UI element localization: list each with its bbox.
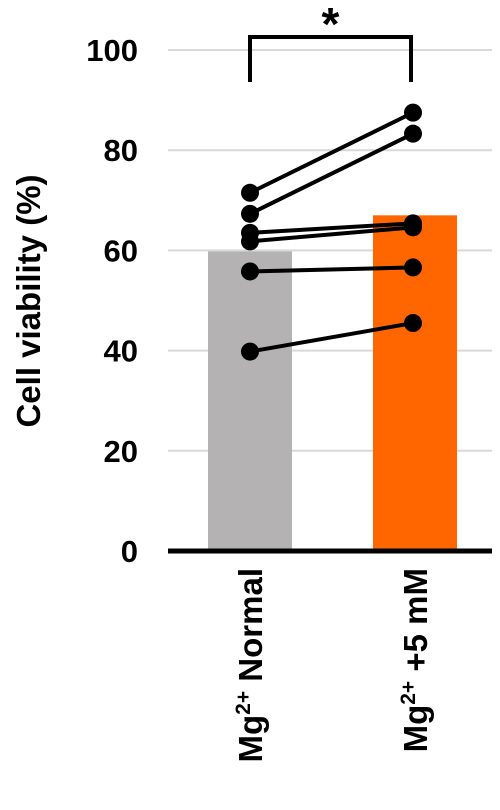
y-tick-label: 60 [104,233,138,268]
y-axis-label: Cell viability (%) [10,174,47,427]
y-tick-labels: 0 20 40 60 80 100 [86,33,138,569]
pair-line [249,321,414,354]
y-tick-label: 0 [121,534,138,569]
paired-lines [249,110,414,354]
pair-line [249,221,414,235]
pair-line [249,265,414,274]
data-point [241,232,259,251]
data-point [404,218,422,237]
data-point [404,258,422,277]
y-tick-label: 80 [104,133,138,168]
data-point [404,314,422,333]
category-label: Mg2+ +5 mM [397,568,434,752]
data-point [241,204,259,223]
data-points [241,103,422,361]
y-tick-label: 40 [104,334,138,369]
significance-bracket: * [248,0,413,82]
pair-line [249,131,414,216]
data-point [404,103,422,122]
data-point [241,262,259,281]
category-label: Mg2+ Normal [232,568,269,762]
data-point [241,342,259,361]
y-tick-label: 100 [86,33,138,68]
pair-line [249,225,414,244]
bar [208,251,292,552]
y-tick-label: 20 [104,434,138,469]
category-labels: Mg2+ Normal Mg2+ +5 mM [232,568,434,762]
data-point [404,124,422,143]
bracket-line [248,35,413,82]
pair-line [249,110,414,195]
significance-star: * [322,0,340,50]
data-point [241,183,259,202]
